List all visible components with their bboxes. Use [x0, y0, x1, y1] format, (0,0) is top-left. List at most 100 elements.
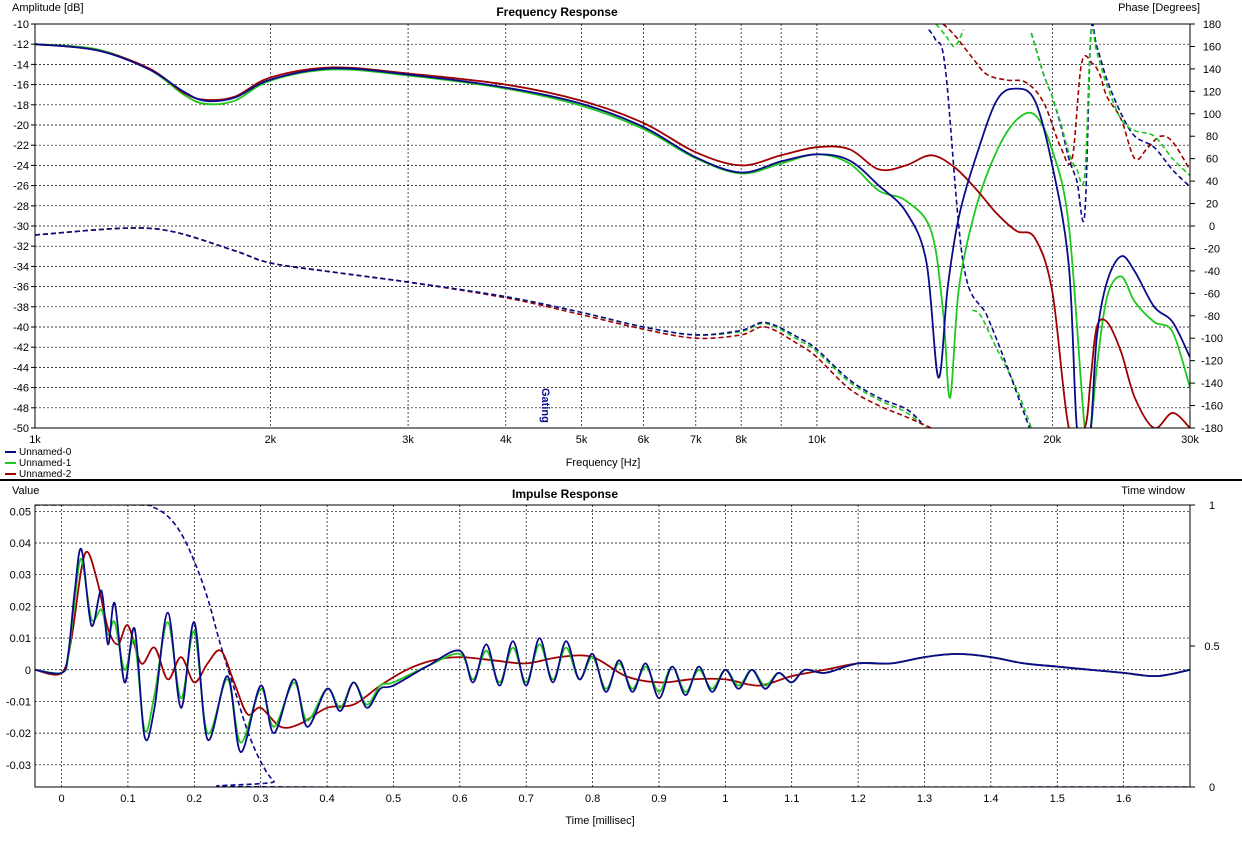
freq-x-tick-label: 30k — [1181, 434, 1199, 446]
impulse-x-tick-label: 0.6 — [452, 793, 467, 805]
impulse-x-tick-label: 0.5 — [386, 793, 401, 805]
impulse-x-tick-label: 0.1 — [120, 793, 135, 805]
freq-y-tick-label: -18 — [13, 100, 29, 112]
freq-y2-tick-label: 20 — [1206, 199, 1218, 211]
impulse-y-tick-label: 0.05 — [10, 506, 31, 518]
impulse-x-tick-label: 1.4 — [983, 793, 998, 805]
freq-y2-tick-label: 160 — [1203, 41, 1221, 53]
impulse-x-tick-label: 0.8 — [585, 793, 600, 805]
impulse-curve-1 — [35, 557, 1190, 744]
impulse-curve-0 — [35, 547, 1190, 754]
amplitude-curve-2 — [35, 43, 1190, 428]
impulse-ylabel-right: Time window — [1121, 485, 1185, 497]
time-window-curve — [35, 505, 1190, 787]
phase-curve-0 — [35, 227, 922, 423]
impulse-x-tick-label: 0.4 — [319, 793, 334, 805]
freq-title: Frequency Response — [496, 5, 618, 19]
impulse-y-tick-label: -0.02 — [6, 728, 31, 740]
freq-x-tick-label: 5k — [576, 434, 588, 446]
freq-y2-ticks: 180 160 140 120 100 80 60 40 20 0 -20 -40 -60 -80 -100… — [1190, 19, 1223, 435]
freq-y-tick-label: -10 — [13, 19, 29, 31]
freq-y2-tick-label: -100 — [1201, 333, 1223, 345]
impulse-y-tick-label: 0.01 — [10, 633, 31, 645]
freq-y-tick-label: -38 — [13, 302, 29, 314]
freq-y-tick-label: -12 — [13, 39, 29, 51]
impulse-y2-tick-label: 1 — [1209, 500, 1215, 512]
impulse-y-tick-label: -0.03 — [6, 760, 31, 772]
impulse-y-tick-label: -0.01 — [6, 696, 31, 708]
impulse-x-tick-label: 1.5 — [1050, 793, 1065, 805]
frequency-response-panel: Frequency Response Amplitude [dB] Phase … — [5, 2, 1223, 480]
impulse-x-tick-label: 1.1 — [784, 793, 799, 805]
phase-curve-1 — [971, 309, 1033, 428]
freq-y2-tick-label: -80 — [1204, 311, 1220, 323]
impulse-x-tick-label: 0.2 — [187, 793, 202, 805]
freq-y2-tick-label: -160 — [1201, 401, 1223, 413]
legend-label-1: Unnamed-1 — [19, 458, 72, 469]
freq-y2-tick-label: -20 — [1204, 243, 1220, 255]
impulse-y-tick-label: 0.02 — [10, 601, 31, 613]
impulse-y2-tick-label: 0 — [1209, 782, 1215, 794]
freq-y2-tick-label: 180 — [1203, 19, 1221, 31]
freq-xlabel: Frequency [Hz] — [566, 457, 641, 469]
impulse-y-tick-label: 0 — [25, 665, 31, 677]
impulse-y-tick-label: 0.03 — [10, 570, 31, 582]
phase-curve-0 — [928, 29, 1031, 428]
impulse-x-tick-label: 0.7 — [519, 793, 534, 805]
freq-y-tick-label: -22 — [13, 140, 29, 152]
freq-grid — [34, 24, 1191, 428]
impulse-x-tick-label: 0 — [58, 793, 64, 805]
freq-curves — [35, 24, 1190, 428]
freq-plot-frame — [34, 23, 1191, 429]
phase-curve-2 — [35, 227, 932, 428]
freq-y-tick-label: -36 — [13, 282, 29, 294]
impulse-x-tick-label: 1.6 — [1116, 793, 1131, 805]
impulse-title: Impulse Response — [512, 487, 618, 501]
impulse-ylabel-left: Value — [12, 485, 39, 497]
phase-curve-2 — [942, 24, 1190, 171]
phase-wrap-curve-1 — [1030, 27, 1190, 186]
freq-x-tick-label: 7k — [690, 434, 702, 446]
freq-y-tick-label: -34 — [13, 261, 29, 273]
impulse-curves — [35, 505, 1190, 787]
impulse-response-panel: Impulse Response Value Time window Time … — [6, 485, 1220, 827]
freq-ylabel-right: Phase [Degrees] — [1118, 2, 1200, 14]
freq-y2-tick-label: -40 — [1204, 266, 1220, 278]
freq-y-tick-label: -50 — [13, 423, 29, 435]
freq-y-tick-label: -28 — [13, 201, 29, 213]
impulse-x-ticks: 0 0.1 0.2 0.3 0.4 0.5 0.6 0.7 0.8 0.9 1 1.1 1.2 1.3 1.… — [58, 793, 1131, 805]
freq-x-tick-label: 20k — [1043, 434, 1061, 446]
impulse-x-tick-label: 1.2 — [850, 793, 865, 805]
freq-x-tick-label: 4k — [500, 434, 512, 446]
legend-label-0: Unnamed-0 — [19, 447, 72, 458]
amplitude-curve-1 — [35, 43, 1190, 428]
freq-y-tick-label: -44 — [13, 362, 29, 374]
freq-x-tick-label: 3k — [402, 434, 414, 446]
impulse-y2-tick-label: 0.5 — [1204, 641, 1219, 653]
freq-y2-tick-label: 60 — [1206, 154, 1218, 166]
freq-y2-tick-label: 40 — [1206, 176, 1218, 188]
impulse-x-tick-label: 1.3 — [917, 793, 932, 805]
freq-y2-tick-label: 0 — [1209, 221, 1215, 233]
gating-annotation: Gating — [539, 388, 551, 423]
freq-x-ticks: 1k 2k 3k 4k 5k 6k 7k 8k 10k 20k 30k — [29, 434, 1199, 446]
freq-y2-tick-label: 120 — [1203, 86, 1221, 98]
freq-y-tick-label: -20 — [13, 120, 29, 132]
freq-ylabel-left: Amplitude [dB] — [12, 2, 84, 14]
impulse-grid — [35, 505, 1190, 787]
freq-y2-tick-label: 80 — [1206, 131, 1218, 143]
freq-y-tick-label: -26 — [13, 181, 29, 193]
amplitude-curve-0 — [35, 43, 1190, 428]
freq-y-tick-label: -32 — [13, 241, 29, 253]
freq-y-tick-label: -30 — [13, 221, 29, 233]
freq-y-tick-label: -40 — [13, 322, 29, 334]
freq-y-tick-label: -14 — [13, 59, 29, 71]
freq-y2-tick-label: 100 — [1203, 109, 1221, 121]
impulse-plot-frame — [34, 504, 1191, 788]
impulse-y2-ticks: 10.50 — [1190, 500, 1220, 794]
freq-x-tick-label: 2k — [265, 434, 277, 446]
freq-x-tick-label: 10k — [808, 434, 826, 446]
legend-label-2: Unnamed-2 — [19, 469, 72, 480]
